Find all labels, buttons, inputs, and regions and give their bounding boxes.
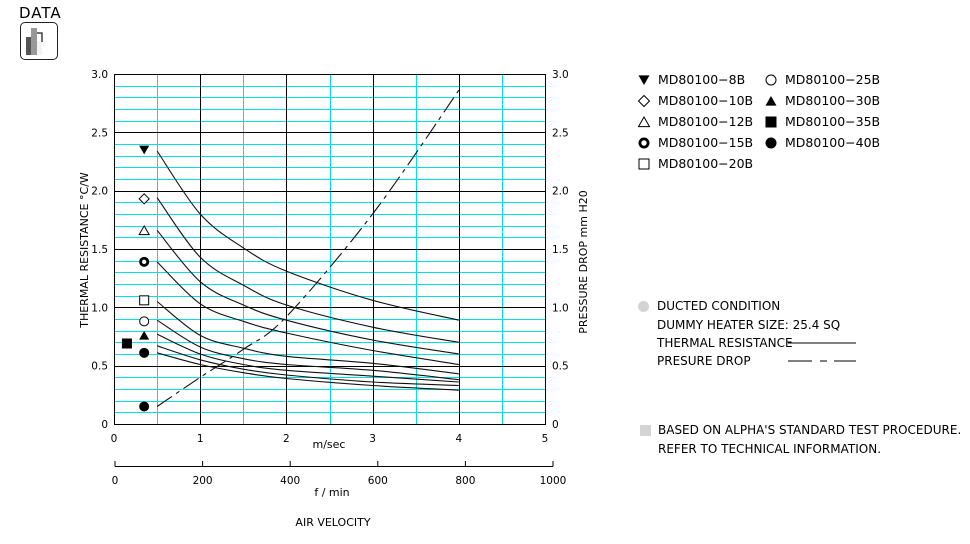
svg-text:1.5: 1.5 <box>91 244 108 256</box>
marker-md80100-40b <box>139 347 150 358</box>
svg-text:2.0: 2.0 <box>91 186 108 198</box>
svg-text:0: 0 <box>101 419 108 431</box>
marker-presure-drop <box>139 401 150 412</box>
marker-md80100-35b <box>121 338 132 349</box>
square-open-icon <box>638 158 650 169</box>
marker-md80100-12b <box>138 224 151 236</box>
svg-text:0: 0 <box>552 419 559 431</box>
svg-text:2.5: 2.5 <box>91 127 108 139</box>
svg-text:1.0: 1.0 <box>91 302 108 314</box>
legend-label: MD80100−8B <box>658 72 746 87</box>
svg-text:f / min: f / min <box>314 486 349 499</box>
legend-item-md80100-10b: MD80100−10B <box>637 93 753 108</box>
square-filled-icon <box>765 116 777 127</box>
svg-text:0.5: 0.5 <box>552 361 569 373</box>
note-heater: DUMMY HEATER SIZE: 25.4 SQ <box>657 318 841 332</box>
series-md80100-25b <box>156 319 459 381</box>
line-style-samples <box>788 342 856 362</box>
circle-bold-icon <box>638 137 650 148</box>
ducted-bullet-icon <box>638 300 649 312</box>
svg-text:200: 200 <box>193 475 213 487</box>
diamond-open-icon <box>637 94 651 107</box>
bar-chart-icon <box>20 22 58 60</box>
marker-md80100-8b <box>139 145 150 155</box>
series-md80100-10b <box>156 197 459 343</box>
svg-text:0.5: 0.5 <box>91 361 108 373</box>
marker-md80100-30b <box>139 330 150 340</box>
note-procedure: BASED ON ALPHA'S STANDARD TEST PROCEDURE… <box>640 423 961 437</box>
series-md80100-8b <box>156 150 459 321</box>
svg-text:2.5: 2.5 <box>552 127 569 139</box>
svg-text:3: 3 <box>369 433 376 445</box>
svg-text:0: 0 <box>111 433 118 445</box>
svg-text:1.5: 1.5 <box>552 244 569 256</box>
circle-filled-icon <box>765 137 777 148</box>
legend-label: MD80100−10B <box>658 93 754 108</box>
marker-md80100-15b <box>139 256 150 267</box>
legend-label: MD80100−35B <box>785 114 881 129</box>
circle-open-icon <box>765 74 777 85</box>
series-md80100-40b <box>156 352 459 391</box>
note-procedure-text: BASED ON ALPHA'S STANDARD TEST PROCEDURE… <box>658 423 962 437</box>
marker-md80100-25b <box>139 316 150 327</box>
svg-text:1.0: 1.0 <box>552 302 569 314</box>
svg-text:600: 600 <box>368 475 388 487</box>
svg-text:4: 4 <box>455 433 462 445</box>
note-thermal: THERMAL RESISTANCE <box>657 336 793 350</box>
svg-text:THERMAL RESISTANCE °C/W: THERMAL RESISTANCE °C/W <box>78 172 91 329</box>
svg-text:0: 0 <box>112 475 119 487</box>
procedure-bullet-icon <box>640 424 651 436</box>
legend-item-md80100-30b: MD80100−30B <box>764 93 880 108</box>
svg-text:1: 1 <box>197 433 204 445</box>
svg-text:5: 5 <box>542 433 549 445</box>
legend-label: MD80100−12B <box>658 114 754 129</box>
svg-text:400: 400 <box>280 475 300 487</box>
svg-text:PRESSURE DROP mm H20: PRESSURE DROP mm H20 <box>577 190 590 333</box>
legend-label: MD80100−15B <box>658 135 754 150</box>
legend-item-md80100-12b: MD80100−12B <box>637 114 753 129</box>
triangle-up-filled-icon <box>765 95 777 106</box>
legend-label: MD80100−20B <box>658 156 754 171</box>
series-md80100-35b <box>156 345 459 387</box>
marker-md80100-20b <box>139 295 150 306</box>
note-refer: REFER TO TECHNICAL INFORMATION. <box>658 442 882 456</box>
legend-item-md80100-20b: MD80100−20B <box>637 156 753 171</box>
svg-text:AIR VELOCITY: AIR VELOCITY <box>295 516 370 529</box>
series-md80100-15b <box>156 261 459 366</box>
legend-label: MD80100−25B <box>785 72 881 87</box>
svg-text:2.0: 2.0 <box>552 186 569 198</box>
page-title: DATA <box>19 4 62 22</box>
svg-text:3.0: 3.0 <box>91 69 108 81</box>
svg-text:3.0: 3.0 <box>552 69 569 81</box>
triangle-up-open-icon <box>637 115 651 127</box>
svg-text:m/sec: m/sec <box>313 438 346 451</box>
legend-item-md80100-35b: MD80100−35B <box>764 114 880 129</box>
note-ducted: DUCTED CONDITION <box>638 299 780 313</box>
svg-text:1000: 1000 <box>540 475 567 487</box>
series-presure-drop <box>156 90 460 407</box>
series-md80100-20b <box>156 301 459 375</box>
note-pressure: PRESURE DROP <box>657 354 751 368</box>
note-ducted-text: DUCTED CONDITION <box>657 299 781 313</box>
legend-label: MD80100−30B <box>785 93 881 108</box>
legend-item-md80100-25b: MD80100−25B <box>764 72 880 87</box>
legend-item-md80100-8b: MD80100−8B <box>637 72 745 87</box>
svg-text:800: 800 <box>455 475 475 487</box>
marker-md80100-10b <box>138 193 150 205</box>
legend-label: MD80100−40B <box>785 135 881 150</box>
svg-text:2: 2 <box>283 433 290 445</box>
triangle-down-filled-icon <box>638 74 650 85</box>
legend-item-md80100-15b: MD80100−15B <box>637 135 753 150</box>
series-md80100-30b <box>156 333 459 383</box>
legend-item-md80100-40b: MD80100−40B <box>764 135 880 150</box>
series-md80100-12b <box>156 229 459 355</box>
